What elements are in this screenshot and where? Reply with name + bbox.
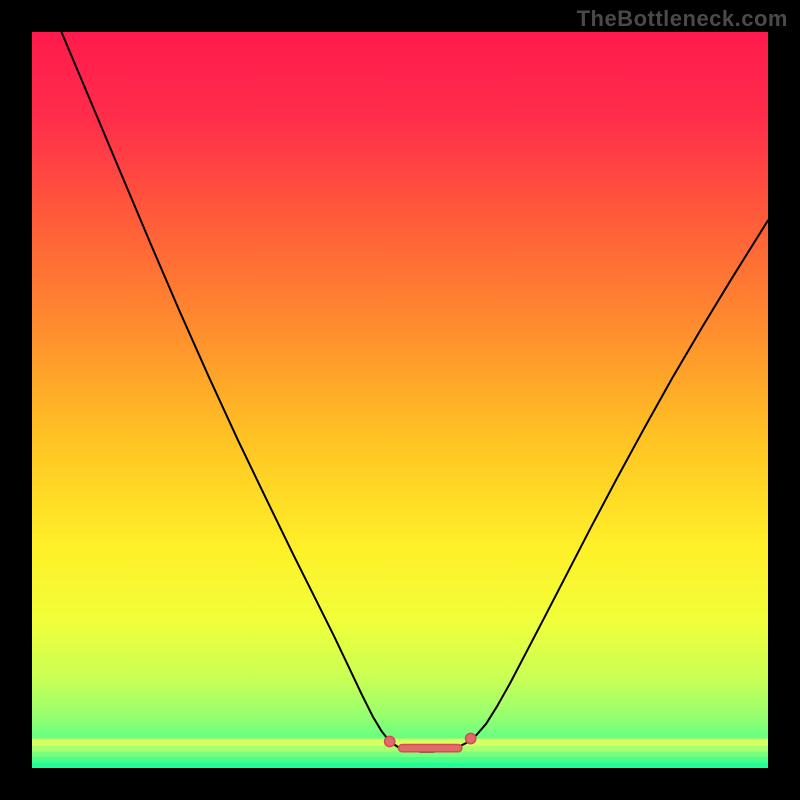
color-band: [32, 752, 768, 757]
valley-dot-left: [385, 736, 395, 746]
color-band: [32, 757, 768, 763]
color-band: [32, 763, 768, 768]
valley-dot-right: [466, 733, 476, 743]
valley-band: [399, 744, 462, 751]
watermark-text: TheBottleneck.com: [577, 6, 788, 32]
bottom-color-bands: [32, 739, 768, 768]
plot-background-gradient: [32, 32, 768, 768]
bottleneck-chart: [0, 0, 800, 800]
chart-container: TheBottleneck.com: [0, 0, 800, 800]
plot-area: [32, 32, 768, 768]
